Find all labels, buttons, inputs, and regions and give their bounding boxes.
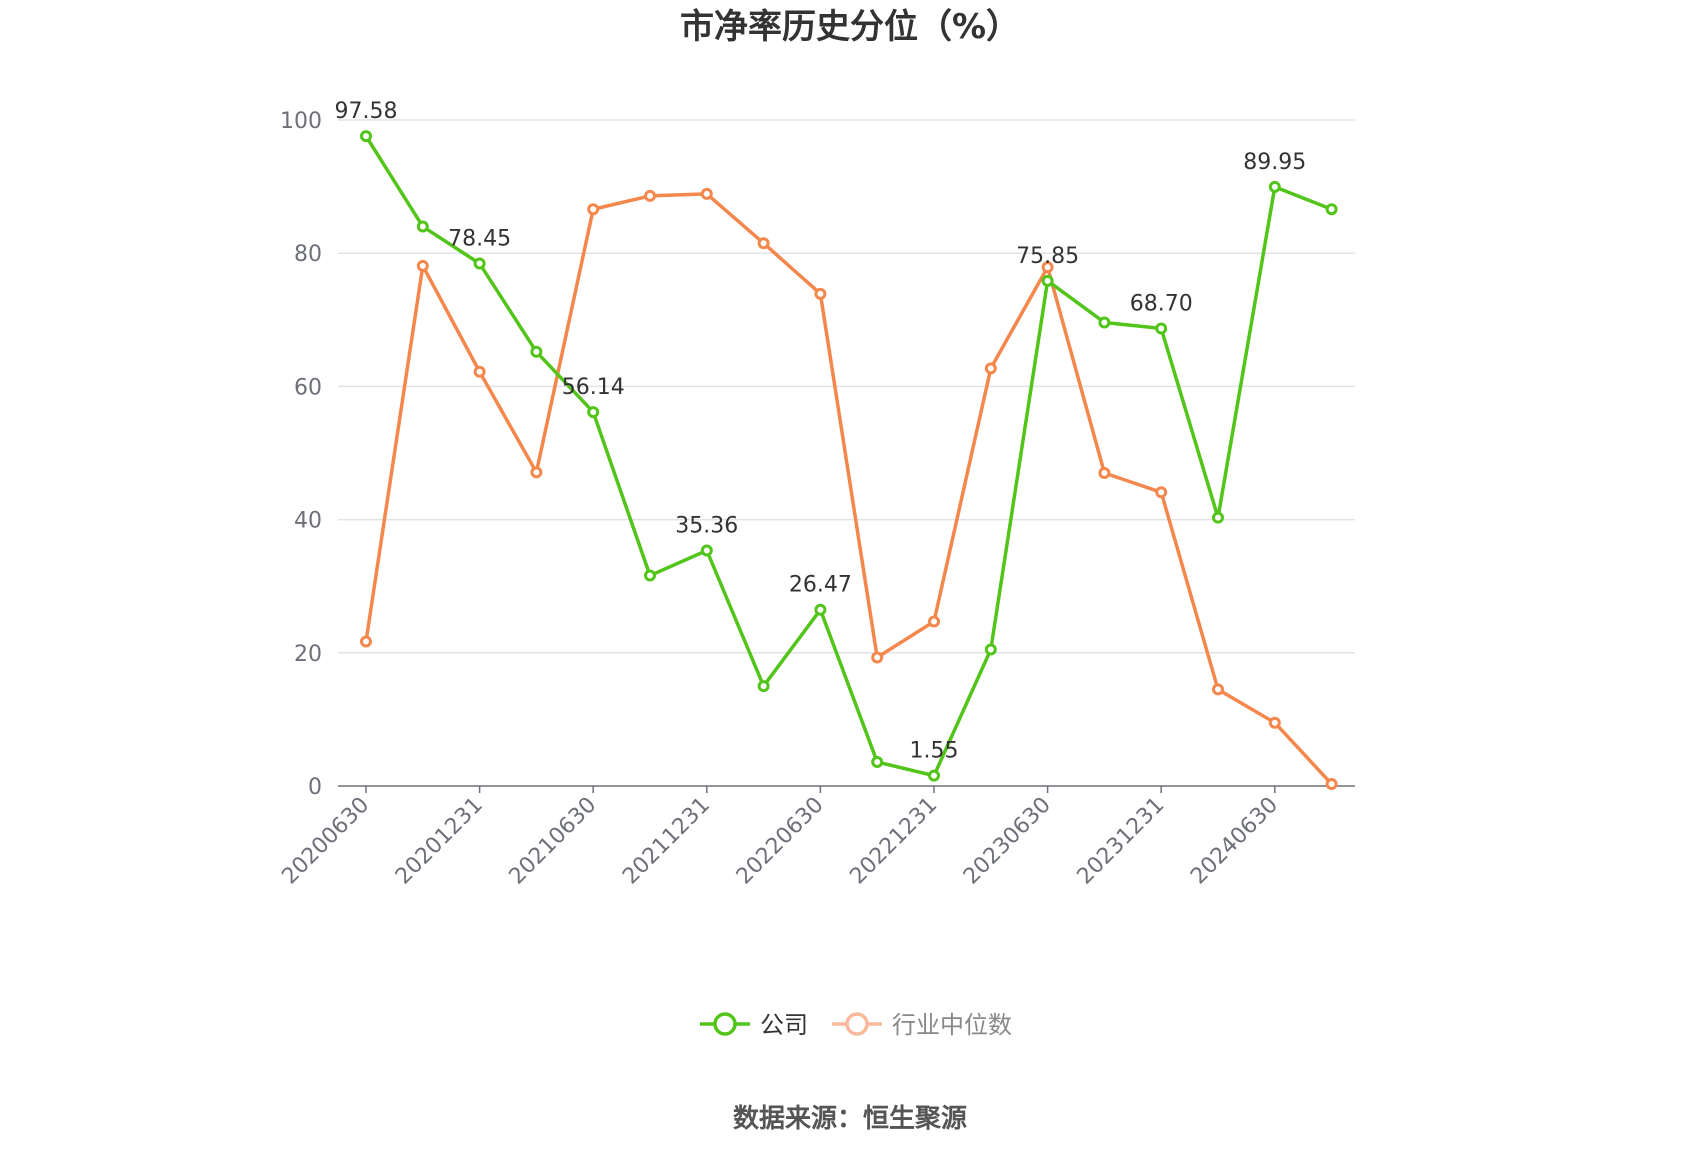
data-point[interactable]	[814, 603, 827, 616]
data-point[interactable]	[587, 203, 600, 216]
data-point[interactable]	[416, 259, 429, 272]
data-point[interactable]	[360, 130, 372, 143]
data-point[interactable]	[530, 345, 543, 358]
data-point[interactable]	[1041, 261, 1054, 274]
data-point[interactable]	[984, 362, 997, 375]
y-tick-label: 40	[294, 509, 322, 534]
data-point[interactable]	[1212, 511, 1224, 524]
data-label: 75.85	[1016, 244, 1079, 269]
data-label: 26.47	[789, 573, 852, 598]
data-point[interactable]	[928, 615, 940, 628]
data-point[interactable]	[700, 544, 713, 557]
data-label: 1.55	[910, 739, 959, 764]
series-line	[364, 192, 1333, 786]
y-tick-label: 60	[294, 375, 322, 400]
data-point[interactable]	[1155, 322, 1168, 335]
x-axis: 20200630 20201231 20210630 20211231 20220630…	[277, 785, 1355, 890]
data-point[interactable]	[1268, 180, 1281, 193]
data-label: 68.70	[1130, 291, 1193, 316]
series-lines	[360, 130, 1338, 791]
legend[interactable]: 公司 行业中位数	[700, 1011, 1012, 1039]
data-point[interactable]	[984, 643, 997, 656]
y-tick-label: 100	[280, 109, 322, 134]
legend-item-company[interactable]: 公司	[700, 1011, 808, 1039]
data-point[interactable]	[1098, 466, 1111, 479]
x-tick-label: 20230630	[959, 793, 1056, 890]
x-tick-label: 20211231	[618, 793, 715, 890]
grid-lines	[338, 119, 1355, 654]
data-point[interactable]	[871, 756, 884, 769]
data-point[interactable]	[1098, 316, 1111, 329]
legend-marker-icon	[713, 1012, 737, 1036]
legend-item-industry-median[interactable]: 行业中位数	[832, 1011, 1012, 1039]
data-point[interactable]	[473, 365, 486, 378]
data-source: 数据来源：恒生聚源	[733, 1104, 967, 1134]
data-label: 89.95	[1243, 150, 1306, 175]
x-tick-label: 20200630	[277, 793, 374, 890]
series-industry-median	[360, 187, 1338, 791]
data-point[interactable]	[814, 287, 827, 300]
series-company	[360, 130, 1338, 782]
y-axis-ticks: 0 20 40 60 80 100	[280, 109, 322, 800]
data-point[interactable]	[757, 680, 770, 693]
data-point[interactable]	[473, 257, 486, 270]
data-point[interactable]	[871, 651, 884, 664]
data-point[interactable]	[644, 569, 656, 582]
data-point[interactable]	[1212, 683, 1224, 696]
x-tick-label: 20210630	[505, 793, 602, 890]
data-label: 78.45	[448, 227, 511, 252]
data-label: 97.58	[335, 99, 398, 124]
x-tick-label: 20220630	[732, 793, 829, 890]
data-point[interactable]	[700, 187, 713, 200]
data-point[interactable]	[360, 635, 372, 648]
data-point[interactable]	[1041, 274, 1054, 287]
x-tick-label: 20221231	[845, 793, 942, 890]
data-point[interactable]	[530, 466, 543, 479]
data-point[interactable]	[587, 406, 600, 419]
x-tick-label: 20201231	[391, 793, 488, 890]
legend-label: 公司	[760, 1011, 808, 1039]
legend-marker-icon	[845, 1012, 869, 1036]
data-point[interactable]	[757, 237, 770, 250]
x-tick-label: 20240630	[1186, 793, 1283, 890]
x-tick-label: 20231231	[1073, 793, 1170, 890]
y-tick-label: 80	[294, 242, 322, 267]
legend-label: 行业中位数	[892, 1011, 1012, 1039]
data-point[interactable]	[1268, 716, 1281, 729]
data-label: 56.14	[562, 375, 625, 400]
chart-title: 市净率历史分位（%）	[680, 7, 1020, 47]
data-point[interactable]	[416, 220, 429, 233]
data-point[interactable]	[1155, 486, 1168, 499]
data-labels: 97.58 78.45 56.14 35.36 26.47 1.55 75.85 68.70 8…	[335, 99, 1307, 764]
series-line	[364, 135, 1333, 778]
y-tick-label: 20	[294, 642, 322, 667]
data-point[interactable]	[644, 189, 656, 202]
data-point[interactable]	[928, 769, 940, 782]
data-label: 35.36	[675, 514, 738, 539]
data-point[interactable]	[1325, 778, 1338, 791]
data-point[interactable]	[1325, 203, 1338, 216]
y-tick-label: 0	[308, 775, 322, 800]
